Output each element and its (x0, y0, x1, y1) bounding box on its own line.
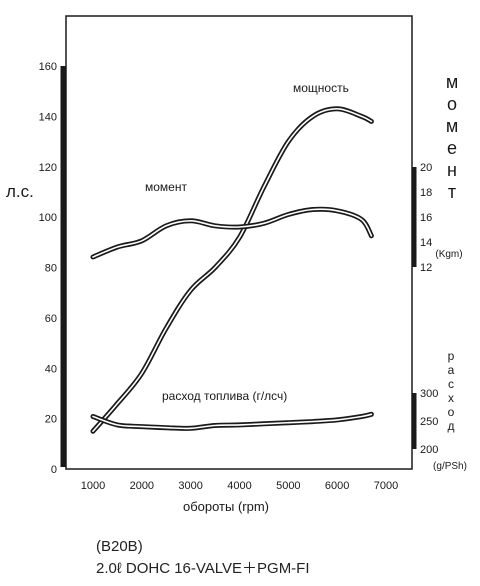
x-tick-label: 3000 (178, 480, 202, 492)
left-tick-label: 60 (45, 313, 57, 325)
torque-tick-label: 18 (420, 187, 432, 199)
x-tick-label: 5000 (276, 480, 300, 492)
left-tick-label: 80 (45, 263, 57, 275)
torque-axis-title-letter: н (447, 160, 457, 180)
consumption-axis-title-letter: а (448, 363, 455, 377)
left-tick-label: 160 (39, 61, 57, 73)
x-tick-label: 7000 (374, 480, 398, 492)
torque-tick-label: 14 (420, 237, 432, 249)
fuel-consumption-curve-label: расход топлива (г/лсч) (162, 389, 287, 403)
fuel-consumption-curve-highlight (92, 413, 373, 430)
torque-axis-title-letter: т (448, 182, 456, 202)
model-caption: (B20B) (96, 538, 143, 555)
left-tick-label: 120 (39, 162, 57, 174)
left-tick-label: 40 (45, 363, 57, 375)
torque-axis-title-letter: о (447, 94, 457, 114)
consumption-axis-title-letter: р (448, 349, 455, 363)
consumption-axis-unit: (g/PSh) (433, 461, 467, 472)
consumption-axis-title-letter: х (448, 391, 454, 405)
left-tick-label: 100 (39, 212, 57, 224)
engine-caption: 2.0ℓ DOHC 16-VALVE＋PGM-FI (96, 560, 310, 577)
x-tick-label: 2000 (130, 480, 154, 492)
left-tick-label: 0 (51, 464, 57, 476)
x-tick-label: 4000 (227, 480, 251, 492)
consumption-tick-label: 300 (420, 388, 438, 400)
torque-axis-title-letter: м (446, 116, 458, 136)
consumption-axis-title-letter: о (448, 405, 455, 419)
x-tick-label: 1000 (81, 480, 105, 492)
consumption-axis-title-letter: с (448, 377, 454, 391)
power-curve-highlight (92, 108, 373, 432)
left-tick-label: 20 (45, 414, 57, 426)
left-axis-title: л.с. (6, 182, 34, 201)
consumption-tick-label: 200 (420, 444, 438, 456)
torque-tick-label: 16 (420, 212, 432, 224)
x-axis-title: обороты (rpm) (183, 499, 269, 514)
torque-axis-unit: (Kgm) (435, 249, 462, 260)
power-curve-label: мощность (293, 81, 349, 95)
torque-tick-label: 20 (420, 162, 432, 174)
torque-axis-title-letter: м (446, 72, 458, 92)
left-tick-label: 140 (39, 111, 57, 123)
torque-tick-label: 12 (420, 262, 432, 274)
consumption-tick-label: 250 (420, 416, 438, 428)
consumption-axis-title-letter: д (447, 419, 454, 433)
torque-axis-title-letter: е (447, 138, 457, 158)
torque-curve-highlight (92, 208, 373, 258)
x-tick-label: 6000 (325, 480, 349, 492)
torque-curve-label: момент (145, 180, 187, 194)
